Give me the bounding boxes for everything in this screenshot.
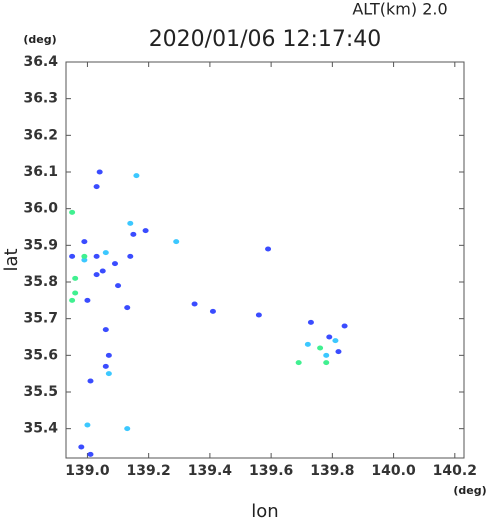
- chart-title: 2020/01/06 12:17:40: [149, 27, 382, 52]
- echo-point: [81, 253, 88, 259]
- echo-point: [173, 239, 180, 245]
- echo-point: [326, 334, 333, 340]
- echo-point: [87, 378, 94, 384]
- chart-subtitle: ALT(km) 2.0: [352, 0, 447, 19]
- x-tick-label: 139.8: [310, 463, 354, 479]
- echo-point: [130, 231, 137, 237]
- echo-point: [115, 283, 122, 289]
- y-axis-label: lat: [1, 248, 22, 271]
- y-tick-label: 36.3: [23, 91, 58, 107]
- y-tick-label: 35.5: [23, 384, 58, 400]
- echo-point: [111, 261, 118, 267]
- echo-point: [105, 352, 112, 358]
- x-tick-label: 139.0: [65, 463, 110, 479]
- echo-point: [84, 422, 91, 428]
- echo-point: [102, 363, 109, 369]
- echo-point: [105, 371, 112, 377]
- y-tick-label: 36.1: [23, 164, 58, 180]
- y-tick-label: 35.8: [23, 274, 58, 290]
- x-axis-label: lon: [251, 501, 278, 521]
- echo-point: [81, 239, 88, 245]
- y-tick-label: 35.9: [23, 237, 58, 253]
- y-unit: (deg): [23, 33, 56, 46]
- x-tick-label: 140.0: [371, 463, 416, 479]
- echo-point: [295, 360, 302, 366]
- y-tick-label: 36.4: [23, 54, 58, 70]
- x-tick-label: 140.2: [433, 463, 477, 479]
- echo-point: [87, 451, 94, 457]
- echo-point: [127, 220, 134, 226]
- echo-point: [317, 345, 324, 351]
- echo-point: [124, 305, 131, 311]
- echo-point: [78, 444, 85, 450]
- echo-point: [133, 173, 140, 179]
- echo-point: [93, 253, 100, 259]
- echo-point: [142, 228, 149, 234]
- y-tick-label: 36.0: [23, 201, 58, 217]
- x-tick-label: 139.2: [127, 463, 171, 479]
- echo-point: [72, 290, 79, 296]
- echo-point: [96, 169, 103, 175]
- y-tick-label: 36.2: [23, 127, 58, 143]
- echo-point: [69, 253, 76, 259]
- x-unit: (deg): [453, 484, 486, 497]
- echo-point: [127, 253, 134, 259]
- echo-point: [81, 257, 88, 263]
- y-tick-label: 35.7: [23, 311, 58, 327]
- echo-point: [307, 319, 314, 325]
- echo-point: [323, 352, 330, 358]
- echo-point: [84, 297, 91, 303]
- echo-point: [255, 312, 262, 318]
- echo-point: [341, 323, 348, 329]
- echo-point: [124, 426, 131, 432]
- echo-point: [99, 268, 106, 274]
- echo-point: [191, 301, 198, 307]
- echo-point: [102, 327, 109, 333]
- echo-point: [209, 308, 216, 314]
- echo-point: [265, 246, 272, 252]
- echo-point: [93, 272, 100, 278]
- echo-point: [93, 184, 100, 190]
- echo-point: [304, 341, 311, 347]
- echo-point: [335, 349, 342, 355]
- echo-point: [332, 338, 339, 344]
- echo-point: [69, 209, 76, 215]
- echo-point: [72, 275, 79, 281]
- x-tick-label: 139.6: [249, 463, 293, 479]
- x-tick-label: 139.4: [188, 463, 233, 479]
- echo-point: [323, 360, 330, 366]
- y-tick-label: 35.6: [23, 347, 58, 363]
- y-tick-label: 35.4: [23, 421, 58, 437]
- echo-point: [69, 297, 76, 303]
- echo-point: [102, 250, 109, 256]
- plot-frame: [65, 61, 465, 459]
